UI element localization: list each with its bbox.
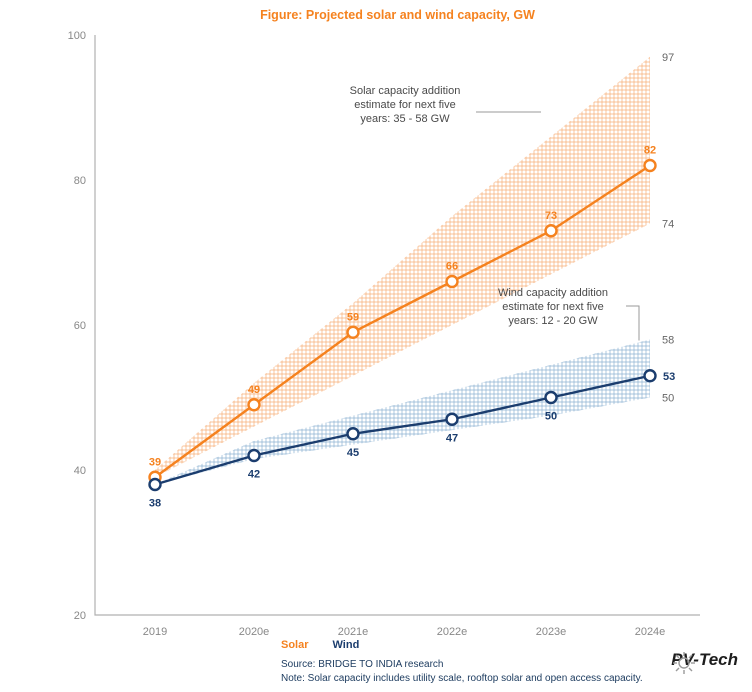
solar-value-label: 82: [644, 145, 656, 157]
axes: [94, 35, 700, 616]
wind-data-point: [346, 427, 360, 441]
pv-tech-logo: PV-Tech: [671, 650, 738, 674]
wind-annotation-connector: [626, 305, 640, 341]
y-tick-label: 100: [68, 30, 86, 42]
solar-band: [155, 56, 650, 478]
wind-annotation-line: Wind capacity addition: [497, 287, 609, 299]
wind-annotation-line: estimate for next five: [502, 301, 604, 313]
solar-annotation-line: Solar capacity addition: [349, 85, 461, 97]
solar-value-label: 49: [248, 384, 260, 396]
solar-lower-band-label: 74: [662, 219, 674, 231]
solar-data-point: [247, 398, 261, 412]
solar-value-label: 73: [545, 210, 557, 222]
wind-data-point: [247, 448, 261, 463]
solar-value-label: 39: [149, 456, 161, 468]
wind-data-point: [544, 390, 558, 405]
x-tick-label: 2020e: [239, 626, 270, 638]
wind-value-label: 50: [545, 411, 557, 423]
wind-value-label: 42: [248, 469, 260, 481]
solar-value-label: 66: [446, 261, 458, 273]
wind-annotation-line: years: 12 - 20 GW: [508, 315, 598, 327]
legend: Solar Wind: [281, 639, 359, 651]
wind-data-point: [643, 369, 657, 383]
x-tick-label: 2024e: [635, 626, 666, 638]
wind-upper-band-label: 58: [662, 335, 674, 347]
wind-value-label: 45: [347, 447, 359, 459]
note-text: Note: Solar capacity includes utility sc…: [281, 672, 643, 684]
solar-upper-band-label: 97: [662, 52, 674, 64]
wind-value-label: 53: [663, 371, 675, 383]
solar-data-point: [346, 325, 360, 339]
x-tick-label: 2021e: [338, 626, 369, 638]
wind-line: [154, 374, 651, 486]
wind-value-label: 47: [446, 432, 458, 444]
solar-annotation-line: years: 35 - 58 GW: [360, 113, 450, 125]
x-tick-label: 2022e: [437, 626, 468, 638]
x-tick-label: 2019: [143, 626, 167, 638]
wind-annotation: Wind capacity addition estimate for next…: [478, 286, 628, 328]
y-tick-label: 40: [74, 465, 86, 477]
chart-title: Figure: Projected solar and wind capacit…: [260, 8, 535, 22]
solar-line: [154, 164, 651, 479]
solar-annotation: Solar capacity addition estimate for nex…: [330, 84, 480, 126]
x-tick-label: 2023e: [536, 626, 567, 638]
wind-lower-band-label: 50: [662, 393, 674, 405]
legend-item-wind: Wind: [332, 639, 360, 651]
footer: Source: BRIDGE TO INDIA research Note: S…: [281, 658, 643, 685]
source-text: Source: BRIDGE TO INDIA research: [281, 659, 444, 670]
solar-data-point: [544, 224, 558, 238]
wind-data-point: [148, 477, 162, 492]
wind-data-point: [445, 412, 459, 426]
solar-value-label: 59: [347, 311, 359, 323]
wind-value-label: 38: [149, 498, 161, 510]
y-tick-label: 20: [74, 610, 86, 622]
y-tick-label: 80: [74, 175, 86, 187]
sun-icon: [673, 652, 696, 674]
wind-band: [155, 339, 650, 485]
logo-text: PV-Tech: [671, 650, 738, 669]
solar-data-point: [445, 274, 459, 289]
solar-data-point: [643, 158, 657, 173]
legend-item-solar: Solar: [281, 639, 309, 651]
solar-annotation-line: estimate for next five: [354, 99, 456, 111]
y-tick-label: 60: [74, 320, 86, 332]
